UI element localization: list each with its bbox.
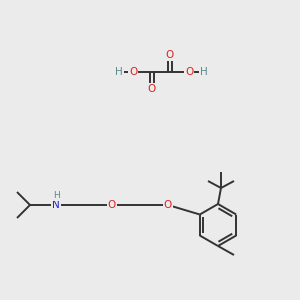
Text: N: N [52, 200, 60, 210]
Text: O: O [129, 67, 137, 77]
Text: O: O [164, 200, 172, 210]
Text: O: O [185, 67, 193, 77]
Text: H: H [54, 191, 60, 200]
Text: O: O [108, 200, 116, 210]
Text: O: O [166, 50, 174, 60]
Text: H: H [200, 67, 208, 77]
Text: O: O [148, 84, 156, 94]
Text: H: H [115, 67, 123, 77]
